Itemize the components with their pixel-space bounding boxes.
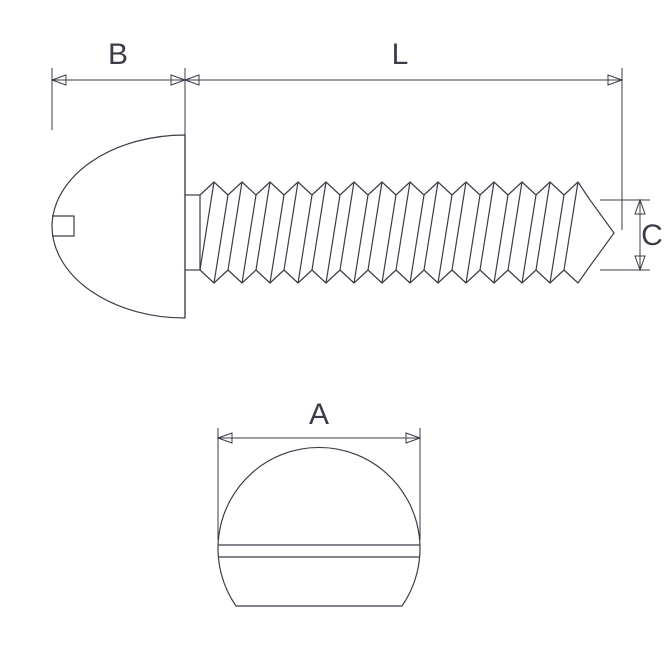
dim-C: C bbox=[600, 200, 663, 270]
screw-shaft bbox=[185, 135, 614, 318]
label-L: L bbox=[392, 38, 409, 71]
dim-B: B bbox=[52, 38, 185, 190]
dim-A: A bbox=[218, 398, 420, 540]
label-B: B bbox=[108, 38, 128, 71]
technical-drawing: B L C bbox=[0, 0, 670, 670]
label-A: A bbox=[309, 398, 329, 431]
screw-head-side bbox=[52, 135, 185, 318]
label-C: C bbox=[641, 219, 663, 252]
dim-L: L bbox=[185, 38, 622, 230]
screw-head-front bbox=[218, 447, 420, 606]
